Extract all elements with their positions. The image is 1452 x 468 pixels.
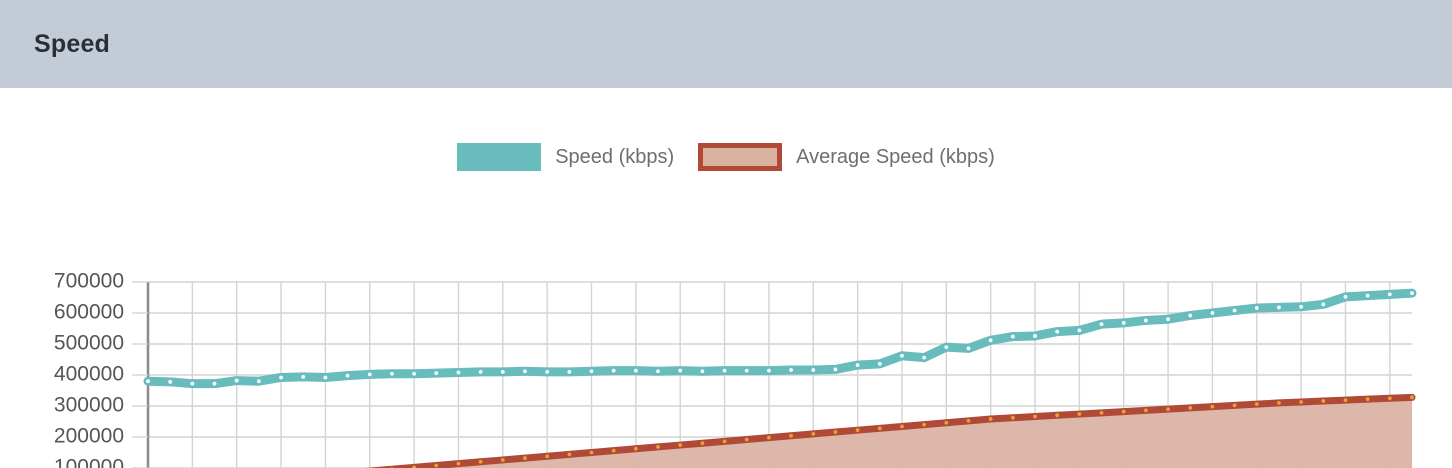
speed-line-chart: 700000 600000 500000 400000 300000 200000 1000… (54, 270, 1417, 468)
y-axis-tick-labels: 700000 600000 500000 400000 300000 200000 1000… (54, 270, 148, 468)
chart-data-point-markers (146, 291, 1414, 468)
page-title: Speed (34, 29, 111, 58)
y-axis-tick-label: 700000 (54, 270, 124, 293)
y-axis-tick-label: 500000 (54, 332, 124, 355)
panel-body: 700000 600000 500000 400000 300000 200000 1000… (0, 88, 1452, 468)
chart-axes (146, 282, 150, 468)
panel-header: Speed (0, 0, 1452, 88)
chart-container: 700000 600000 500000 400000 300000 200000 1000… (0, 88, 1452, 468)
y-axis-tick-label: 300000 (54, 394, 124, 417)
y-axis-tick-label: 100000 (54, 456, 124, 468)
y-axis-tick-label: 400000 (54, 363, 124, 386)
y-axis-tick-label: 600000 (54, 301, 124, 324)
y-axis-tick-label: 200000 (54, 425, 124, 448)
chart-series-lines (143, 288, 1417, 468)
